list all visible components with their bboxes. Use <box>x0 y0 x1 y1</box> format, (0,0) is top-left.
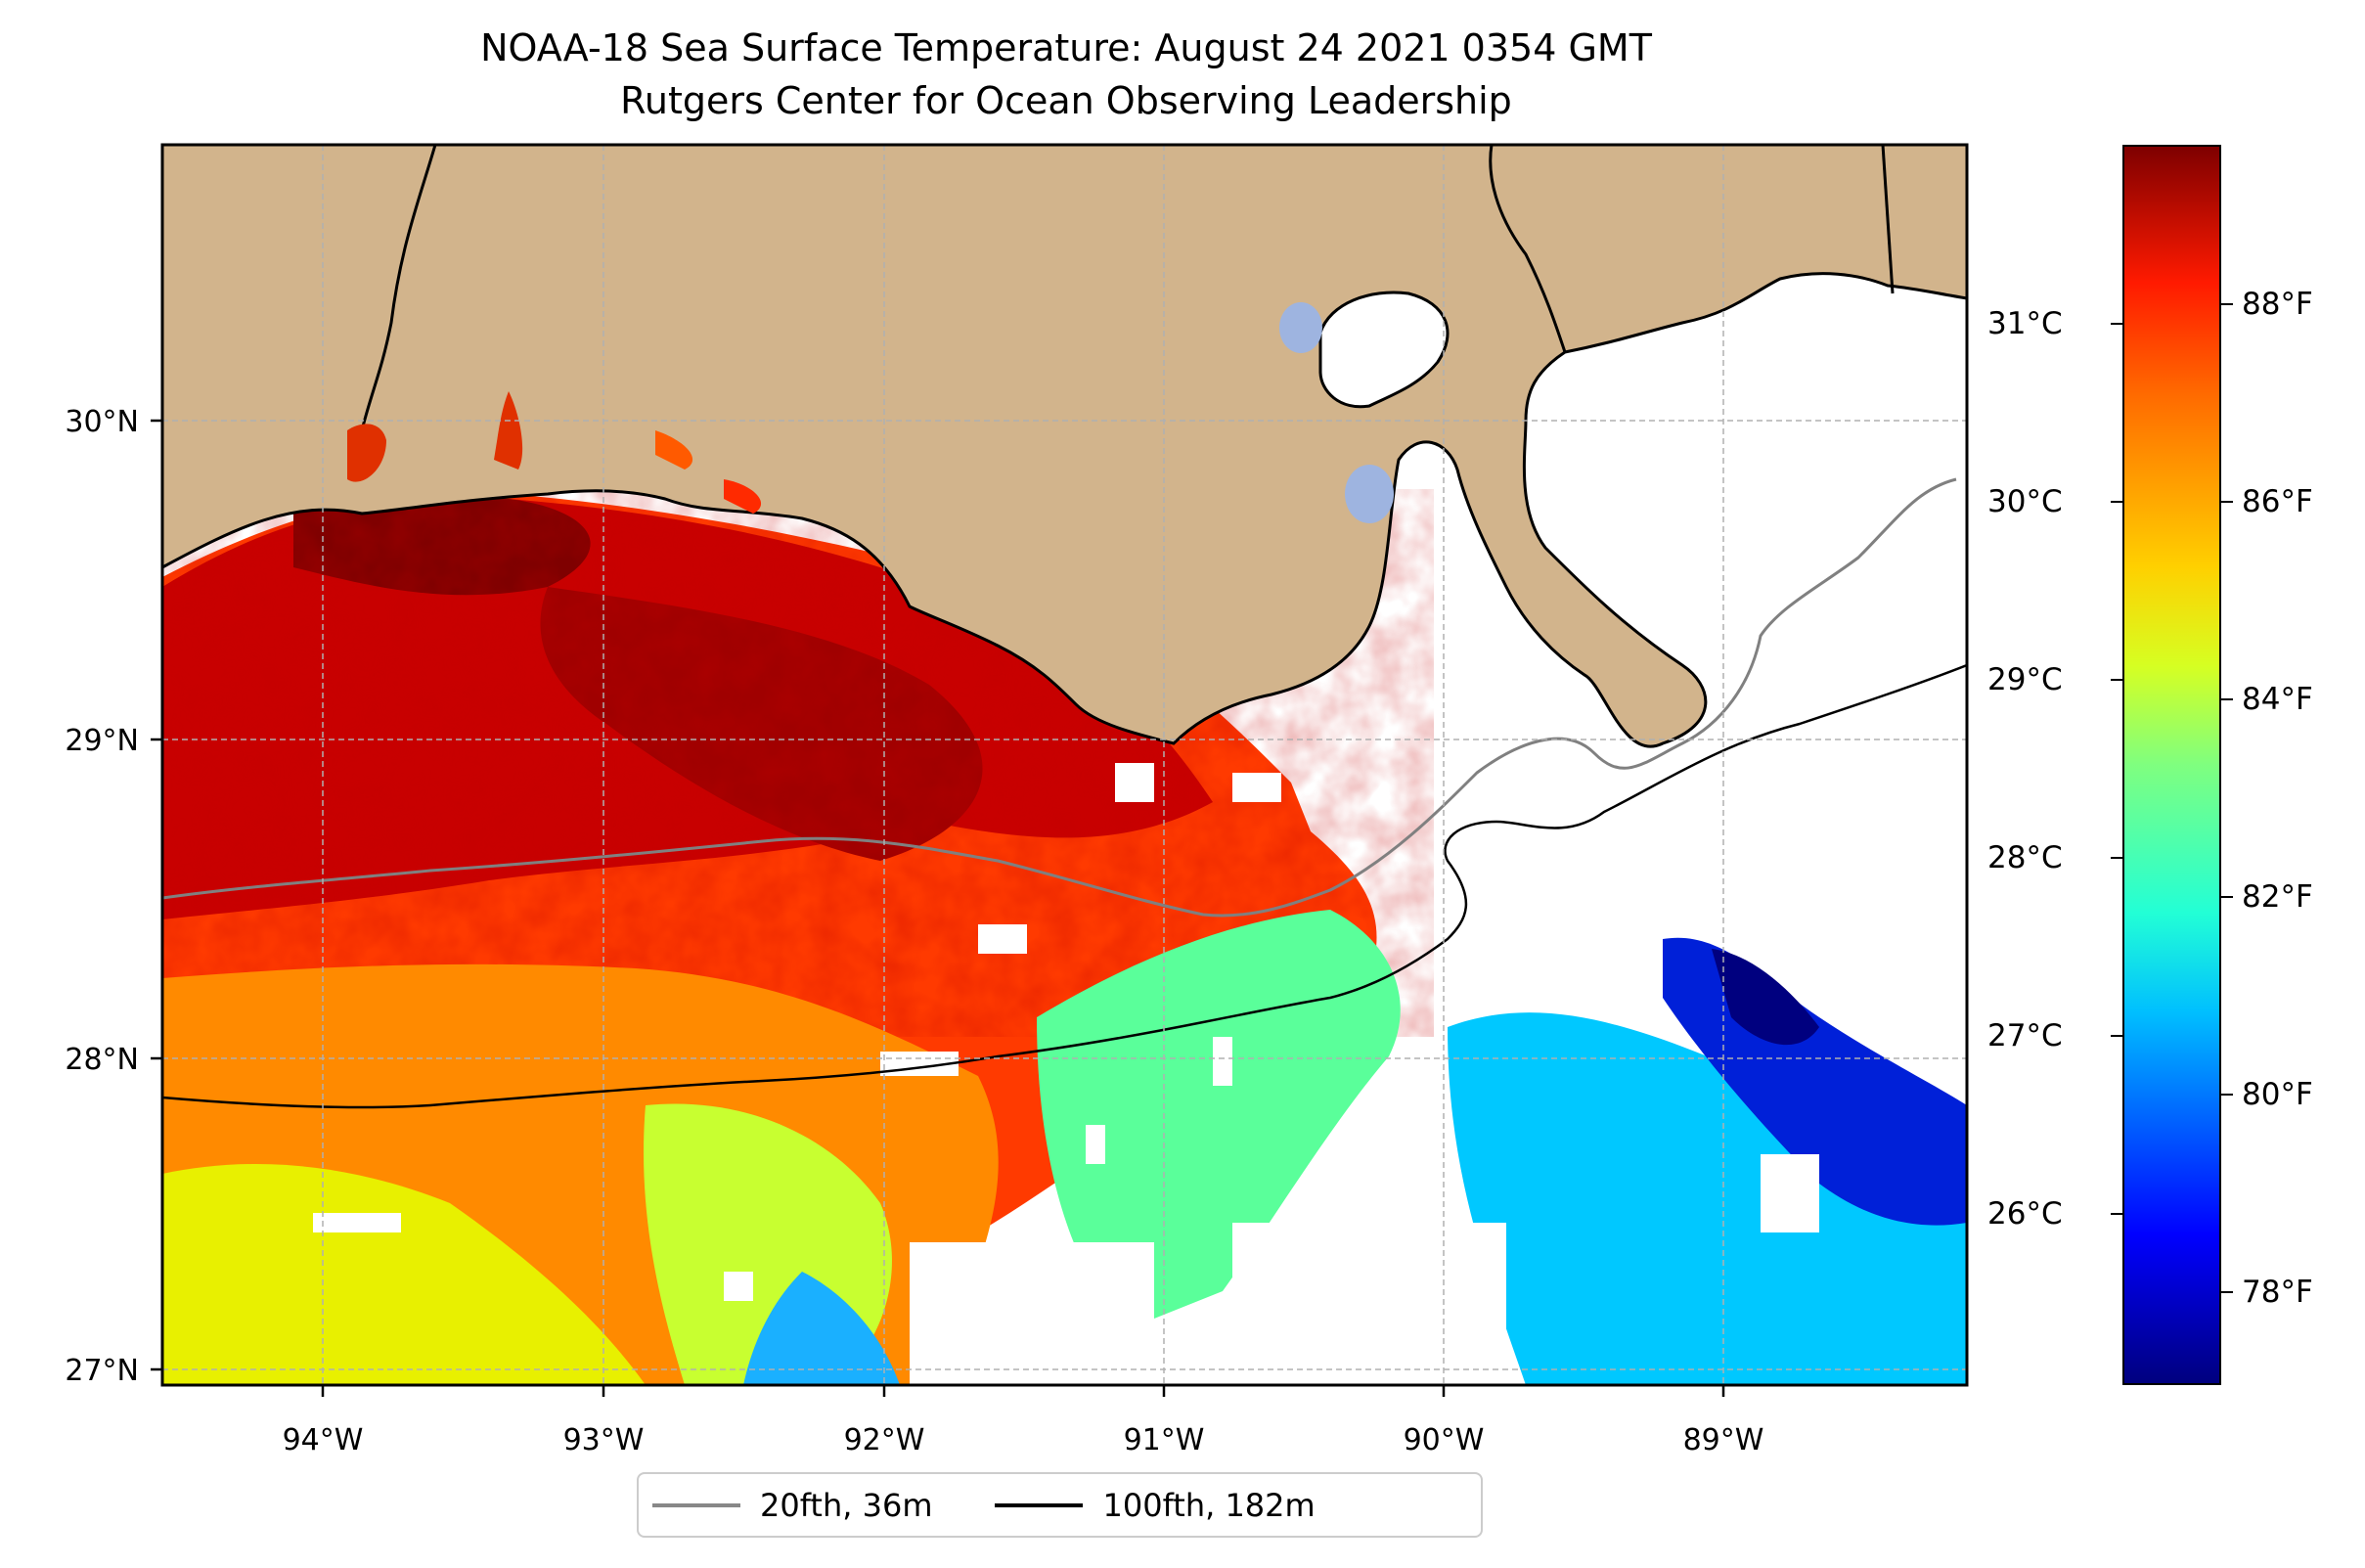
lon-tick-marks <box>321 1385 1725 1397</box>
colorbar-celsius-label: 27°C <box>1987 1018 2063 1053</box>
colorbar-tick <box>2111 323 2122 325</box>
map-frame <box>160 143 1969 1387</box>
colorbar-tick <box>2111 679 2122 681</box>
cloud-patch <box>1115 763 1154 802</box>
coastal-lagoon <box>724 479 762 514</box>
cloud-patch <box>978 924 1027 954</box>
cloud-patch <box>313 1213 401 1232</box>
lon-label: 89°W <box>1683 1423 1764 1457</box>
map-area <box>162 145 1967 1385</box>
legend-item-100fth: 100fth, 182m <box>995 1486 1316 1524</box>
colorbar-tick <box>2111 857 2122 859</box>
cloud-patch <box>1232 773 1281 802</box>
cloud-patch <box>724 1272 753 1301</box>
colorbar-fahrenheit-label: 86°F <box>2242 484 2313 519</box>
colorbar-celsius-label: 31°C <box>1987 306 2063 341</box>
legend-label: 20fth, 36m <box>760 1486 933 1524</box>
coastal-lagoon <box>494 391 523 470</box>
sst-cyan-south <box>743 1272 900 1385</box>
lat-label: 30°N <box>65 405 139 439</box>
inland-lake <box>1345 465 1394 523</box>
colorbar-celsius-label: 26°C <box>1987 1196 2063 1232</box>
sst-navy-east <box>1712 949 1819 1046</box>
lat-label: 28°N <box>65 1043 139 1077</box>
lat-tick-marks <box>151 419 162 1371</box>
colorbar-fahrenheit-label: 82°F <box>2242 879 2313 915</box>
cloud-patch <box>1232 1223 1506 1385</box>
lon-label: 90°W <box>1404 1423 1485 1457</box>
colorbar-tick <box>2221 1291 2233 1293</box>
cloud-patch <box>910 1242 1154 1385</box>
sst-cyan-east <box>1448 1012 1967 1385</box>
colorbar-celsius-label: 28°C <box>1987 840 2063 875</box>
cloud-patch <box>1086 1125 1105 1164</box>
lat-label: 27°N <box>65 1354 139 1388</box>
colorbar-fahrenheit-label: 78°F <box>2242 1275 2313 1310</box>
contour-legend: 20fth, 36m 100fth, 182m <box>637 1472 1483 1538</box>
coastal-lagoon <box>655 430 693 470</box>
cloud-patch <box>1213 1037 1232 1086</box>
lat-label: 29°N <box>65 724 139 758</box>
colorbar-tick <box>2221 303 2233 305</box>
colorbar-fahrenheit-label: 88°F <box>2242 287 2313 322</box>
sst-green-zone <box>1037 910 1401 1330</box>
lake-pontchartrain <box>1318 291 1450 409</box>
coastal-lagoon <box>347 424 386 482</box>
lon-label: 93°W <box>563 1423 645 1457</box>
colorbar-celsius-label: 30°C <box>1987 484 2063 519</box>
legend-label: 100fth, 182m <box>1102 1486 1316 1524</box>
colorbar <box>2122 145 2221 1385</box>
lon-label: 91°W <box>1124 1423 1205 1457</box>
gridlines <box>162 145 1967 1385</box>
colorbar-tick <box>2111 501 2122 503</box>
state-border-ms-la <box>1489 145 1567 353</box>
legend-swatch-black <box>995 1502 1084 1507</box>
colorbar-tick <box>2111 1213 2122 1215</box>
state-border-al-ms <box>1881 145 1895 294</box>
colorbar-tick <box>2221 1094 2233 1096</box>
chart-subtitle: Rutgers Center for Ocean Observing Leade… <box>620 79 1512 122</box>
colorbar-celsius-label: 29°C <box>1987 662 2063 697</box>
sst-yellow-band <box>162 1164 646 1385</box>
cloud-patch <box>1761 1154 1819 1232</box>
state-border-tx-la <box>360 145 437 431</box>
land-louisiana <box>162 145 1967 748</box>
isobath-20fth <box>162 477 1957 918</box>
isobath-100fth <box>162 663 1967 1109</box>
inland-lake <box>1279 302 1322 353</box>
colorbar-fahrenheit-label: 84°F <box>2242 682 2313 717</box>
chart-title: NOAA-18 Sea Surface Temperature: August … <box>480 26 1652 69</box>
colorbar-tick <box>2111 1035 2122 1037</box>
colorbar-tick <box>2221 698 2233 700</box>
legend-swatch-gray <box>652 1502 740 1507</box>
colorbar-fahrenheit-label: 80°F <box>2242 1077 2313 1112</box>
lon-label: 92°W <box>844 1423 925 1457</box>
colorbar-tick <box>2221 896 2233 898</box>
legend-item-20fth: 20fth, 36m <box>652 1487 932 1524</box>
lon-label: 94°W <box>283 1423 364 1457</box>
colorbar-tick <box>2221 501 2233 503</box>
